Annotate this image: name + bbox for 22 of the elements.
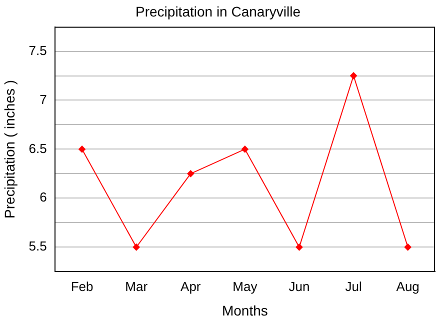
x-axis-title: Months: [222, 302, 268, 318]
x-tick-label: Aug: [396, 278, 420, 294]
x-tick-label: Feb: [70, 278, 94, 294]
y-axis-title: Precipitation ( inches ): [1, 80, 18, 218]
point: [241, 146, 248, 153]
point: [187, 170, 194, 178]
x-tick-label: Jul: [345, 278, 362, 294]
point: [404, 244, 412, 251]
point: [132, 244, 140, 251]
x-tick-label: May: [232, 278, 258, 294]
y-tick-label: 5.5: [28, 238, 47, 254]
y-tick-label: 6: [40, 190, 47, 205]
y-tick-label: 6.5: [28, 140, 47, 156]
x-tick-label: Jun: [288, 278, 310, 294]
chart-title: Precipitation in Canaryville: [136, 3, 301, 20]
y-tick-label: 7.5: [28, 42, 47, 58]
point: [78, 146, 86, 153]
point: [350, 72, 358, 80]
x-tick-label: Mar: [125, 278, 148, 294]
x-tick-label: Apr: [180, 278, 202, 294]
point: [296, 244, 303, 251]
y-tick-label: 7: [40, 92, 47, 107]
